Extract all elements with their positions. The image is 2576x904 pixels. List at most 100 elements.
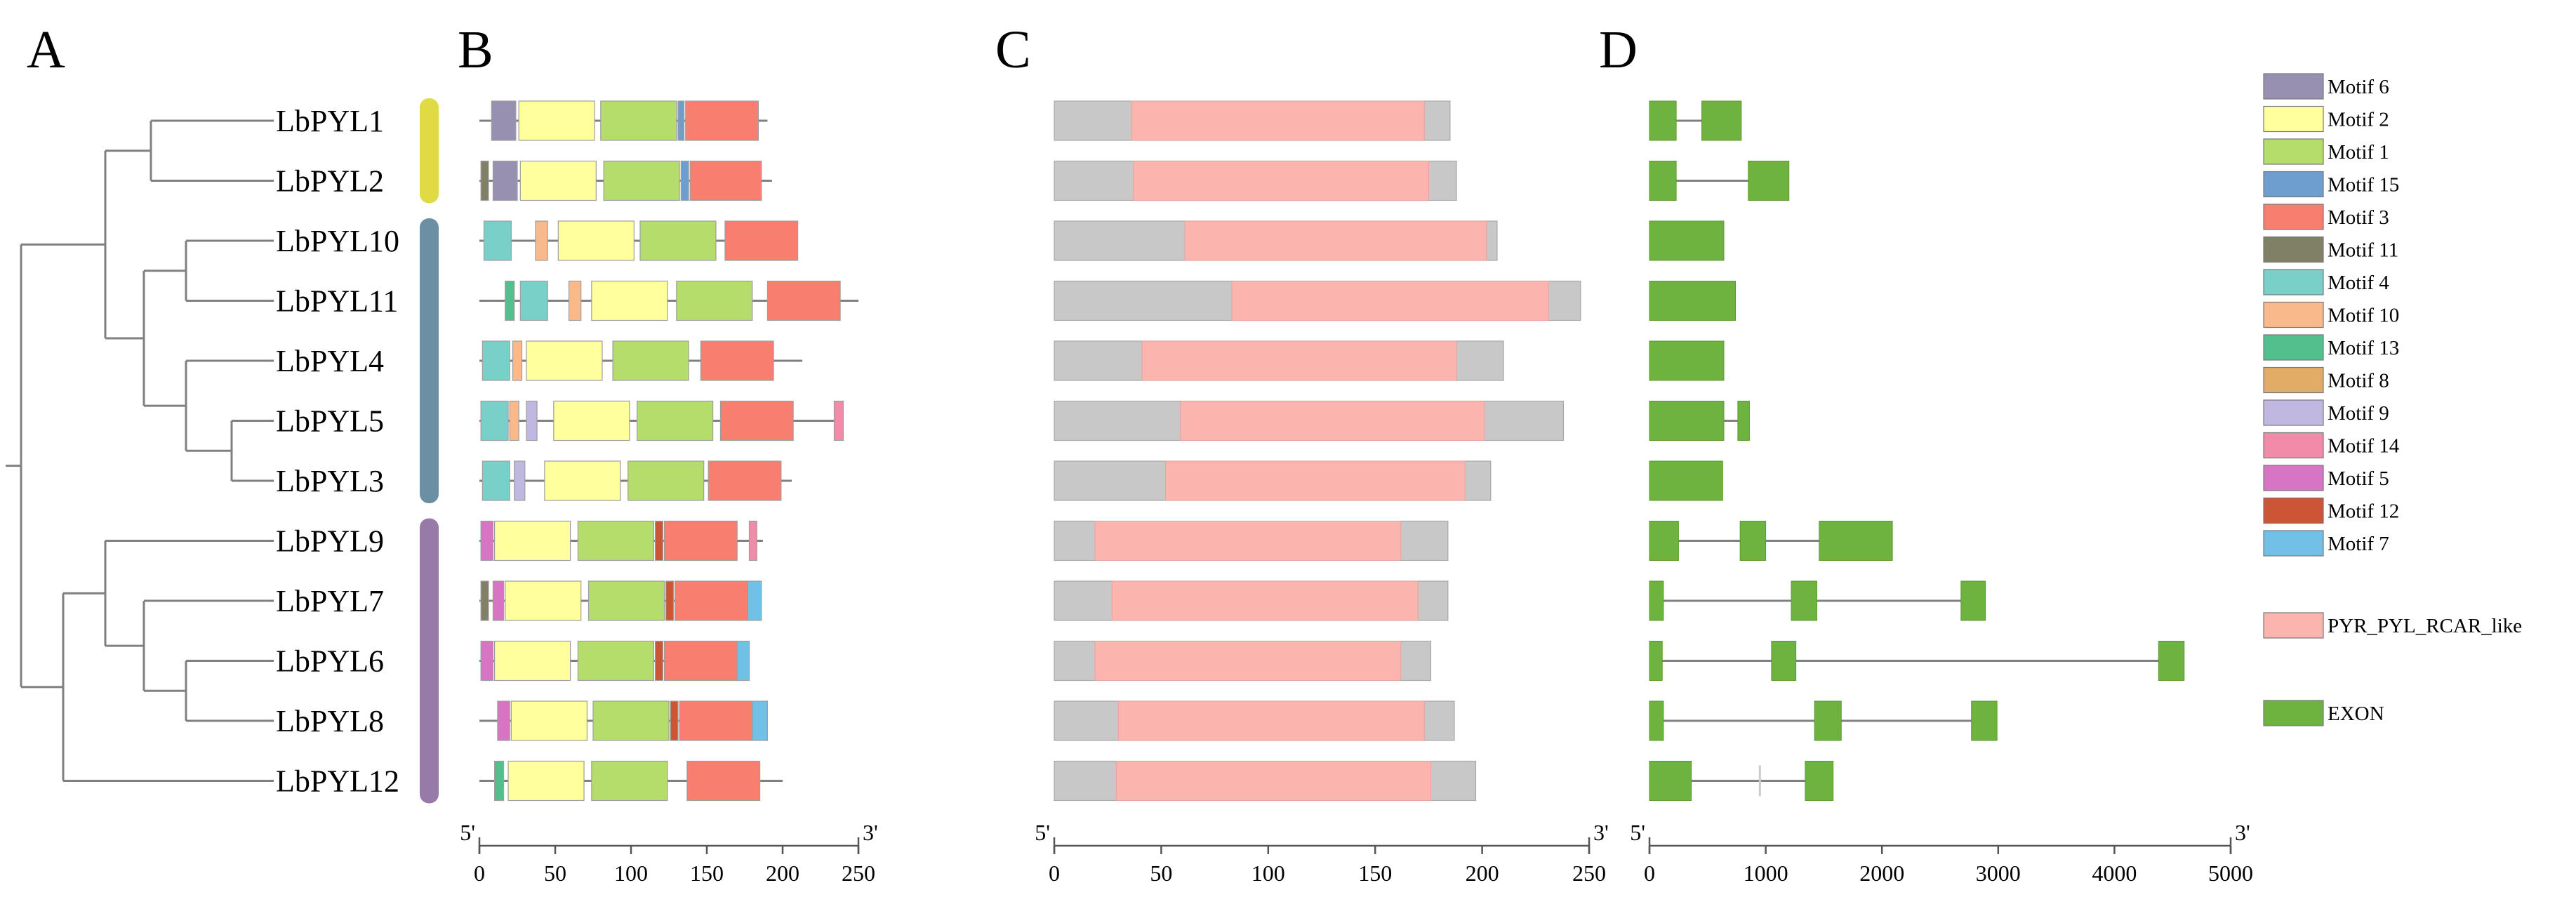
domain-box xyxy=(1131,100,1425,141)
motif-box xyxy=(639,220,717,261)
legend-swatch xyxy=(2263,138,2324,165)
legend: Motif 6 Motif 2 Motif 1 Motif 15 Motif 3 Moti… xyxy=(2263,73,2522,726)
domain-box xyxy=(1164,460,1466,501)
group-bar xyxy=(420,98,439,204)
domain-box xyxy=(1180,401,1485,441)
legend-swatch xyxy=(2263,105,2324,133)
motif-box xyxy=(492,580,505,621)
legend-swatch xyxy=(2263,497,2324,524)
motif-box xyxy=(568,280,582,321)
motif-box xyxy=(766,280,841,321)
legend-swatch-domain xyxy=(2263,612,2324,639)
motif-box xyxy=(654,520,663,561)
motif-box xyxy=(535,220,548,261)
gene-label: LbPYL2 xyxy=(276,164,384,199)
legend-label: Motif 11 xyxy=(2328,239,2398,262)
motif-box xyxy=(480,640,494,682)
exon-box xyxy=(1701,100,1742,141)
legend-label: Motif 4 xyxy=(2328,272,2389,294)
motif-box xyxy=(493,520,571,561)
motif-box xyxy=(577,520,655,561)
legend-swatch xyxy=(2263,432,2324,459)
gene-label: LbPYL7 xyxy=(276,584,384,618)
motif-box xyxy=(591,760,668,802)
panel-label-c: C xyxy=(995,20,1031,79)
motif-box xyxy=(482,340,510,381)
gene-label: LbPYL1 xyxy=(276,104,384,138)
group-bar xyxy=(420,518,439,804)
motif-box xyxy=(675,580,748,621)
exon-box xyxy=(1791,580,1817,621)
gene-label: LbPYL4 xyxy=(276,344,384,378)
gene-label: LbPYL9 xyxy=(276,524,384,559)
motif-box xyxy=(747,580,762,621)
motif-panel xyxy=(479,100,858,802)
motif-box xyxy=(603,160,680,201)
tick-label: 150 xyxy=(690,860,724,886)
motif-box xyxy=(491,100,517,141)
gene-structure-panel xyxy=(1649,100,2185,801)
legend-label: Motif 7 xyxy=(2328,533,2389,555)
legend-swatch xyxy=(2263,399,2324,426)
motif-box xyxy=(507,760,585,802)
motif-box xyxy=(685,100,759,141)
legend-swatch-exon xyxy=(2263,700,2324,726)
motif-box xyxy=(663,520,738,561)
exon-box xyxy=(1960,580,1986,621)
motif-box xyxy=(497,700,510,741)
motif-box xyxy=(510,700,587,741)
axis-end-label: 3' xyxy=(2235,820,2250,845)
exon-box xyxy=(1814,700,1842,741)
motif-box xyxy=(526,340,603,381)
motif-box xyxy=(700,340,774,381)
axis-end-label: 3' xyxy=(1593,820,1609,845)
legend-swatch xyxy=(2263,269,2324,295)
exon-box xyxy=(1649,161,1677,201)
gene-label: LbPYL6 xyxy=(276,644,384,679)
motif-box xyxy=(493,640,571,682)
tick-label: 200 xyxy=(1466,860,1499,886)
exon-box xyxy=(1649,281,1737,321)
motif-box xyxy=(480,520,494,561)
group-bar xyxy=(420,218,439,503)
legend-label-exon: EXON xyxy=(2328,703,2384,725)
domain-box xyxy=(1184,220,1487,261)
gene-label: LbPYL10 xyxy=(276,224,399,258)
domain-box xyxy=(1133,161,1429,201)
motif-box xyxy=(628,460,705,501)
motif-box xyxy=(512,340,523,381)
exon-box xyxy=(1649,401,1725,441)
motif-box xyxy=(514,460,526,501)
domain-box xyxy=(1141,340,1457,381)
motif-box xyxy=(637,400,714,441)
motif-box xyxy=(509,400,519,441)
motif-box xyxy=(526,400,538,441)
legend-label: Motif 1 xyxy=(2328,141,2389,164)
exon-box xyxy=(1771,641,1797,681)
tick-label: 5000 xyxy=(2208,860,2253,886)
domain-box xyxy=(1094,521,1402,561)
gene-label: LbPYL8 xyxy=(276,704,384,738)
motif-box xyxy=(708,460,782,501)
axis-start-label: 5' xyxy=(460,820,475,845)
motif-box xyxy=(591,280,668,321)
domain-box xyxy=(1117,700,1425,741)
tick-label: 50 xyxy=(1150,860,1172,886)
gene-label: LbPYL5 xyxy=(276,404,384,439)
panel-label-d: D xyxy=(1599,20,1638,79)
motif-box xyxy=(736,640,750,682)
exon-box xyxy=(1649,100,1677,141)
exon-box xyxy=(1748,161,1790,201)
motif-box xyxy=(544,460,621,501)
tick-label: 3000 xyxy=(1976,860,2021,886)
panel-label-b: B xyxy=(458,20,493,79)
exon-box xyxy=(1649,220,1725,261)
legend-swatch xyxy=(2263,465,2324,491)
tick-label: 0 xyxy=(1644,860,1655,886)
exon-box xyxy=(1649,521,1679,561)
axis-start-label: 5' xyxy=(1035,820,1050,845)
exon-box xyxy=(1805,761,1834,801)
motif-box xyxy=(480,160,489,201)
motif-box xyxy=(833,400,844,441)
